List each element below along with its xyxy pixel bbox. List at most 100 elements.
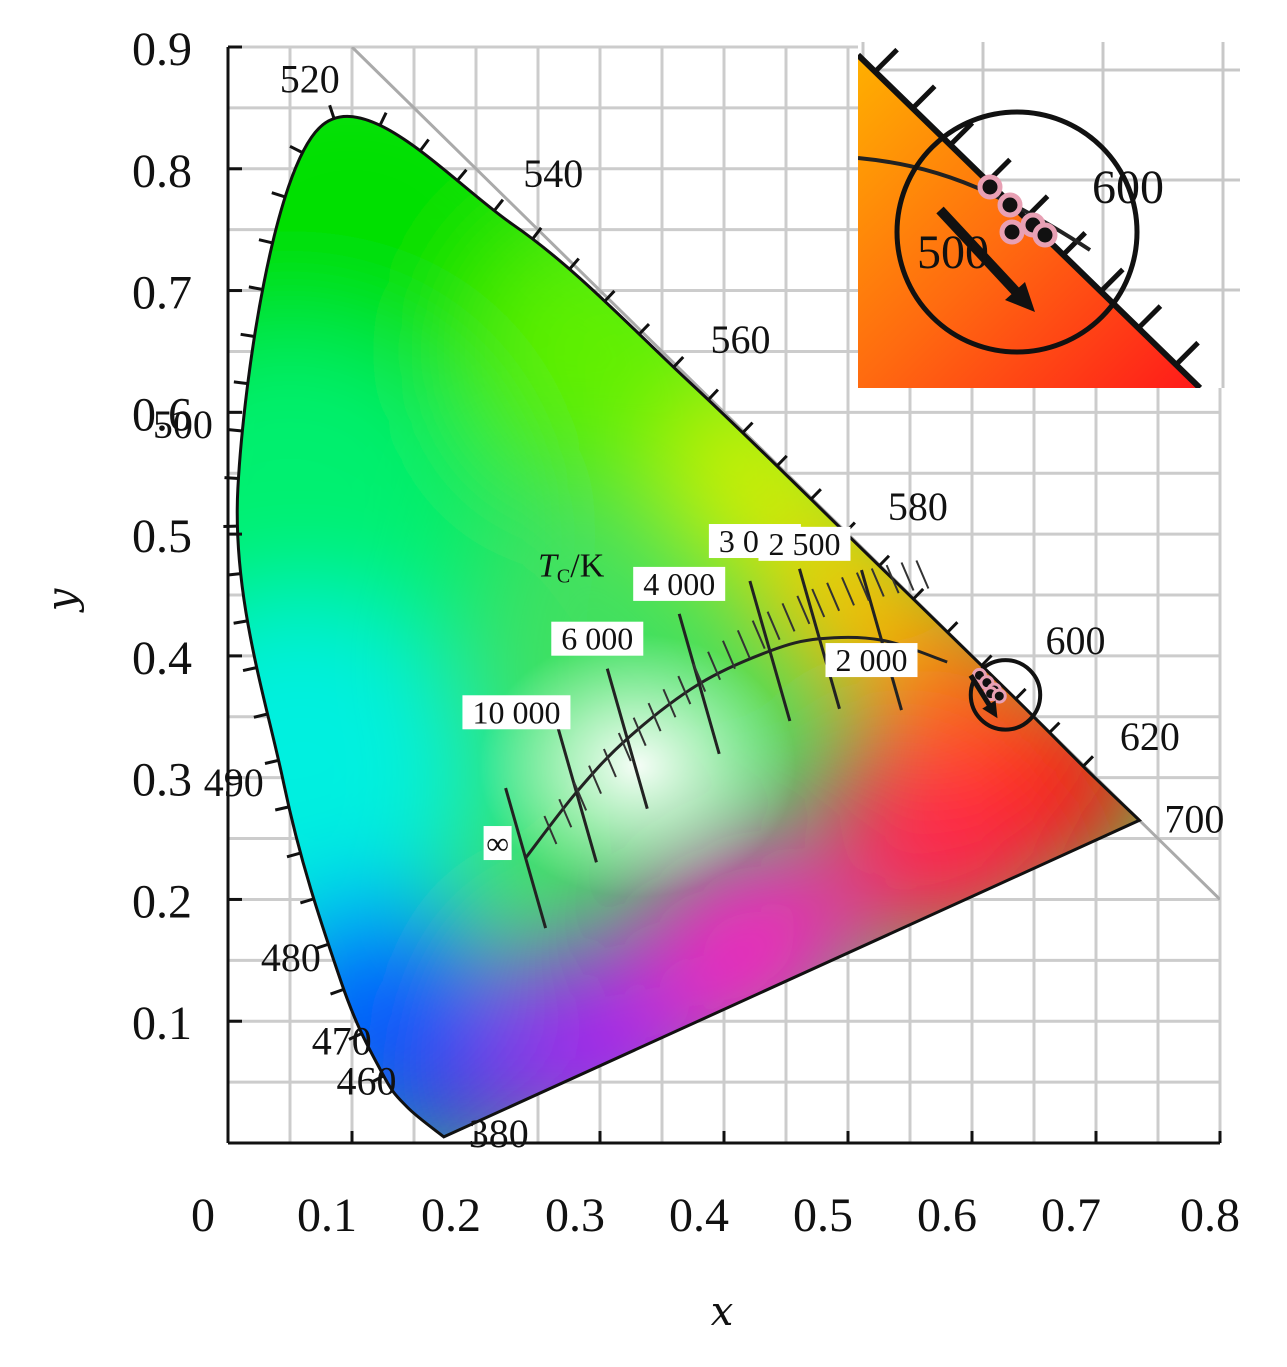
locus-tick bbox=[419, 138, 430, 152]
y-tick-label-0.8: 0.8 bbox=[132, 145, 192, 198]
wavelength-label-560: 560 bbox=[711, 317, 771, 362]
y-tick-label-0.3: 0.3 bbox=[132, 754, 192, 807]
locus-tick bbox=[568, 257, 580, 271]
planckian-locus bbox=[504, 560, 948, 929]
locus-tick bbox=[946, 621, 959, 634]
inset-data-point-4 bbox=[1032, 222, 1058, 248]
cct-label-∞: ∞ bbox=[486, 825, 509, 861]
locus-tick bbox=[1048, 721, 1061, 734]
locus-tick bbox=[348, 1032, 363, 1041]
inset-zoom: 600 500 bbox=[858, 42, 1240, 388]
cct-label-bg bbox=[758, 526, 851, 561]
planckian-tick bbox=[811, 588, 826, 618]
planckian-tick bbox=[662, 688, 677, 718]
locus-tick bbox=[248, 285, 263, 292]
wavelength-label-600: 600 bbox=[1045, 618, 1105, 663]
inset-label-600: 600 bbox=[1092, 161, 1164, 214]
wavelength-label-460: 460 bbox=[337, 1058, 397, 1103]
locus-tick bbox=[638, 322, 651, 336]
inset-data-point-1 bbox=[997, 192, 1023, 218]
cct-label-bg bbox=[462, 695, 571, 730]
locus-tick bbox=[233, 619, 248, 625]
locus-tick bbox=[707, 388, 720, 401]
locus-tick bbox=[775, 454, 788, 467]
locus-tick bbox=[912, 587, 925, 601]
planckian-tick bbox=[692, 663, 707, 692]
y-tick-label-0.5: 0.5 bbox=[132, 510, 192, 563]
wavelength-label-470: 470 bbox=[312, 1018, 372, 1063]
planckian-tick bbox=[647, 702, 662, 732]
x-tick-label-0.3: 0.3 bbox=[545, 1189, 605, 1242]
isotemperature-line bbox=[554, 721, 598, 863]
inset-locus-tick bbox=[1174, 340, 1200, 367]
locus-tick bbox=[328, 104, 336, 119]
locus-tick bbox=[603, 289, 616, 303]
planckian-tick bbox=[722, 640, 736, 670]
isotemperature-line bbox=[677, 613, 721, 755]
cct-label-group: 2 000 bbox=[825, 642, 918, 678]
cct-label-group: 2 500 bbox=[758, 526, 851, 562]
locus-tick bbox=[289, 144, 304, 154]
planckian-tick bbox=[781, 603, 796, 632]
wavelength-label-580: 580 bbox=[888, 484, 948, 529]
planckian-tick bbox=[543, 815, 558, 845]
x-axis-title: x bbox=[711, 1289, 734, 1335]
inset-zoom-circle bbox=[894, 109, 1140, 355]
isotemperature-line bbox=[748, 580, 792, 722]
cct-label-4000: 4 000 bbox=[643, 566, 715, 602]
locus-tick bbox=[741, 421, 754, 434]
isotemperature-line bbox=[860, 569, 903, 711]
locus-tick bbox=[370, 1074, 385, 1084]
cct-label-bg bbox=[551, 621, 644, 656]
planckian-tick bbox=[736, 629, 751, 659]
y-tick-label-0.2: 0.2 bbox=[132, 875, 192, 928]
isotemperature-line bbox=[504, 787, 548, 929]
locus-tick bbox=[493, 198, 505, 212]
planckian-tick bbox=[885, 564, 900, 594]
locus-tick bbox=[274, 805, 290, 812]
x-tick-label-0.2: 0.2 bbox=[421, 1189, 481, 1242]
shift-arrow-head bbox=[982, 700, 998, 719]
planckian-tick bbox=[796, 595, 811, 625]
planckian-tick bbox=[826, 582, 841, 612]
planckian-tick bbox=[573, 782, 588, 811]
planckian-title-text: TC/K bbox=[538, 548, 605, 588]
inset-locus-tick bbox=[948, 121, 975, 147]
cct-label-group: 4 000 bbox=[633, 566, 726, 602]
locus-tick bbox=[672, 355, 685, 369]
locus-tick bbox=[253, 712, 268, 719]
isotemperature-line bbox=[605, 668, 649, 810]
x-tick-label-0: 0 bbox=[191, 1189, 215, 1242]
planckian-tick bbox=[603, 748, 617, 778]
cct-label-group: ∞ bbox=[483, 825, 512, 861]
locus-tick bbox=[1014, 687, 1027, 700]
wavelength-label-480: 480 bbox=[261, 935, 321, 980]
inset-group: 600 500 bbox=[858, 42, 1240, 388]
zoom-circle bbox=[968, 658, 1043, 732]
locus-tick bbox=[531, 226, 543, 240]
locus-tick bbox=[258, 238, 273, 245]
planckian-tick bbox=[870, 568, 885, 597]
cct-label-group: 6 000 bbox=[551, 621, 644, 657]
locus-tick bbox=[330, 987, 345, 996]
locus-tick bbox=[233, 380, 248, 386]
planckian-tick bbox=[588, 765, 602, 795]
y-tick-label-0.9: 0.9 bbox=[132, 23, 192, 76]
cct-label-2000: 2 000 bbox=[835, 642, 907, 678]
wavelength-label-620: 620 bbox=[1120, 714, 1180, 759]
inset-arrow-head bbox=[1005, 282, 1035, 312]
cct-label-group: 10 000 bbox=[462, 694, 571, 730]
inset-locus-tick bbox=[910, 84, 937, 111]
planckian-tick bbox=[707, 651, 721, 681]
data-point-4 bbox=[991, 688, 1007, 704]
cct-label-10000: 10 000 bbox=[472, 694, 560, 730]
locus-tick bbox=[809, 488, 822, 501]
inset-label-500: 500 bbox=[917, 226, 989, 279]
x-tick-label-0.6: 0.6 bbox=[917, 1189, 977, 1242]
cct-label-bg bbox=[483, 826, 512, 861]
planckian-tick bbox=[751, 620, 766, 650]
locus-tick bbox=[299, 897, 315, 905]
